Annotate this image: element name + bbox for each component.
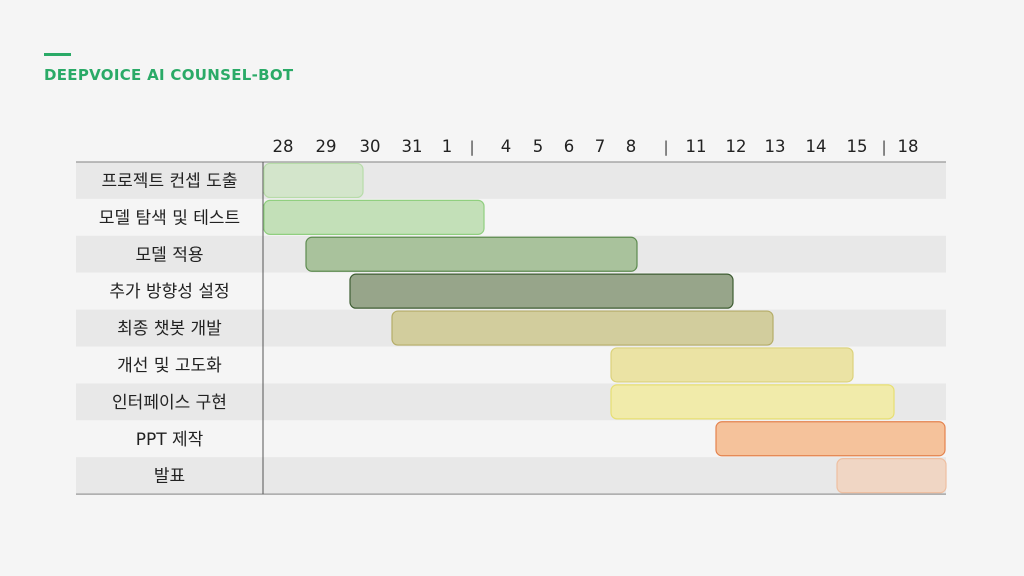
- task-label: 개선 및 고도화: [117, 356, 222, 376]
- x-tick-label: 29: [316, 137, 337, 156]
- x-tick-label: 5: [533, 137, 544, 156]
- gantt-bar: [836, 458, 947, 494]
- axis-separator: |: [469, 138, 474, 156]
- x-tick-label: 28: [273, 137, 294, 156]
- brand-title: DEEPVOICE AI COUNSEL-BOT: [44, 66, 294, 84]
- x-tick-label: 6: [564, 137, 575, 156]
- row-band: [76, 162, 946, 199]
- axis-separator: |: [663, 138, 668, 156]
- x-tick-label: 31: [402, 137, 423, 156]
- task-label: 발표: [154, 467, 185, 487]
- row-band: [76, 457, 946, 495]
- task-label: 추가 방향성 설정: [109, 282, 229, 302]
- x-tick-label: 14: [806, 137, 827, 156]
- x-tick-label: 18: [898, 137, 919, 156]
- task-label: 최종 챗봇 개발: [117, 319, 222, 339]
- x-tick-label: 7: [595, 137, 606, 156]
- x-tick-label: 12: [726, 137, 747, 156]
- accent-line: [44, 53, 71, 56]
- gantt-bar: [349, 273, 734, 309]
- gantt-bar: [263, 162, 364, 199]
- x-tick-label: 11: [686, 137, 707, 156]
- x-tick-label: 30: [360, 137, 381, 156]
- gantt-bar: [715, 421, 946, 457]
- x-tick-label: 8: [626, 137, 637, 156]
- task-label: 모델 적용: [136, 245, 204, 265]
- gantt-bar: [391, 310, 774, 346]
- x-tick-label: 4: [501, 137, 512, 156]
- row-band: [76, 198, 946, 236]
- gantt-bar: [610, 384, 895, 420]
- task-label: 인터페이스 구현: [112, 393, 227, 413]
- gantt-bar: [610, 347, 854, 383]
- x-tick-label: 1: [442, 137, 453, 156]
- task-label: 프로젝트 컨셉 도출: [102, 171, 238, 191]
- gantt-bar: [305, 236, 638, 272]
- task-label: 모델 탐색 및 테스트: [99, 208, 240, 228]
- axis-separator: |: [881, 138, 886, 156]
- gantt-bar: [263, 199, 485, 235]
- x-tick-label: 13: [765, 137, 786, 156]
- x-tick-label: 15: [847, 137, 868, 156]
- task-label: PPT 제작: [136, 430, 204, 450]
